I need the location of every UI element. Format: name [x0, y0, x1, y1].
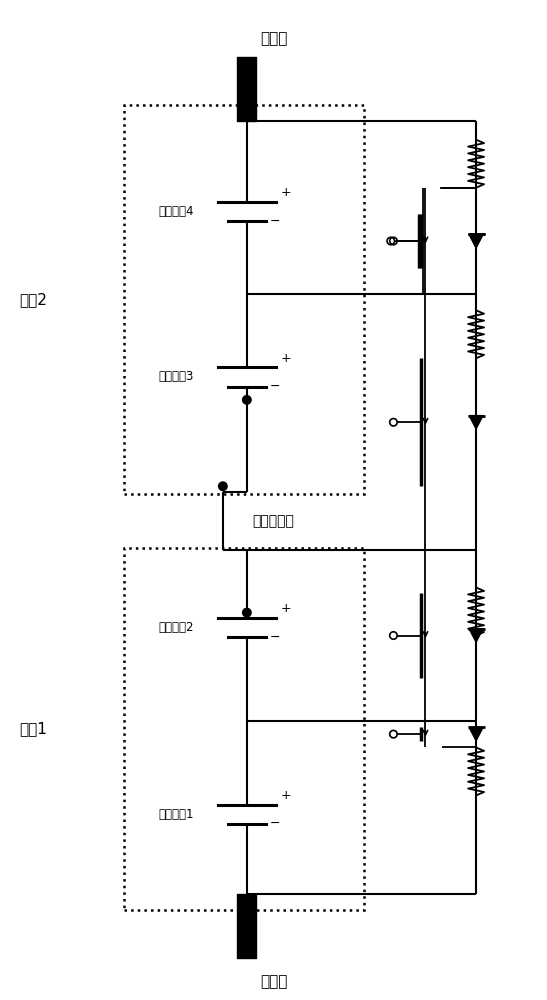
Text: 模块2: 模块2: [20, 292, 48, 307]
Text: +: +: [281, 186, 291, 199]
Text: 模块1: 模块1: [20, 721, 48, 736]
Text: 单位电池2: 单位电池2: [158, 621, 194, 634]
Polygon shape: [469, 629, 483, 642]
Circle shape: [219, 482, 227, 491]
Text: −: −: [270, 631, 280, 644]
Text: +: +: [281, 602, 291, 615]
Text: −: −: [270, 380, 280, 393]
Text: 单位电池1: 单位电池1: [158, 808, 194, 821]
Polygon shape: [469, 727, 483, 741]
Text: +: +: [281, 789, 291, 802]
Text: 汇流条开路: 汇流条开路: [253, 514, 294, 528]
Polygon shape: [469, 234, 483, 248]
Polygon shape: [469, 234, 483, 248]
Circle shape: [242, 396, 251, 404]
Text: 单位电池3: 单位电池3: [158, 370, 194, 383]
Text: −: −: [270, 817, 280, 830]
Text: −: −: [270, 215, 280, 228]
Circle shape: [242, 608, 251, 617]
Text: 汇流条: 汇流条: [260, 974, 287, 989]
Text: +: +: [281, 352, 291, 365]
Polygon shape: [469, 416, 483, 429]
Text: 汇流条: 汇流条: [260, 31, 287, 46]
Text: 单位电池4: 单位电池4: [158, 205, 194, 218]
